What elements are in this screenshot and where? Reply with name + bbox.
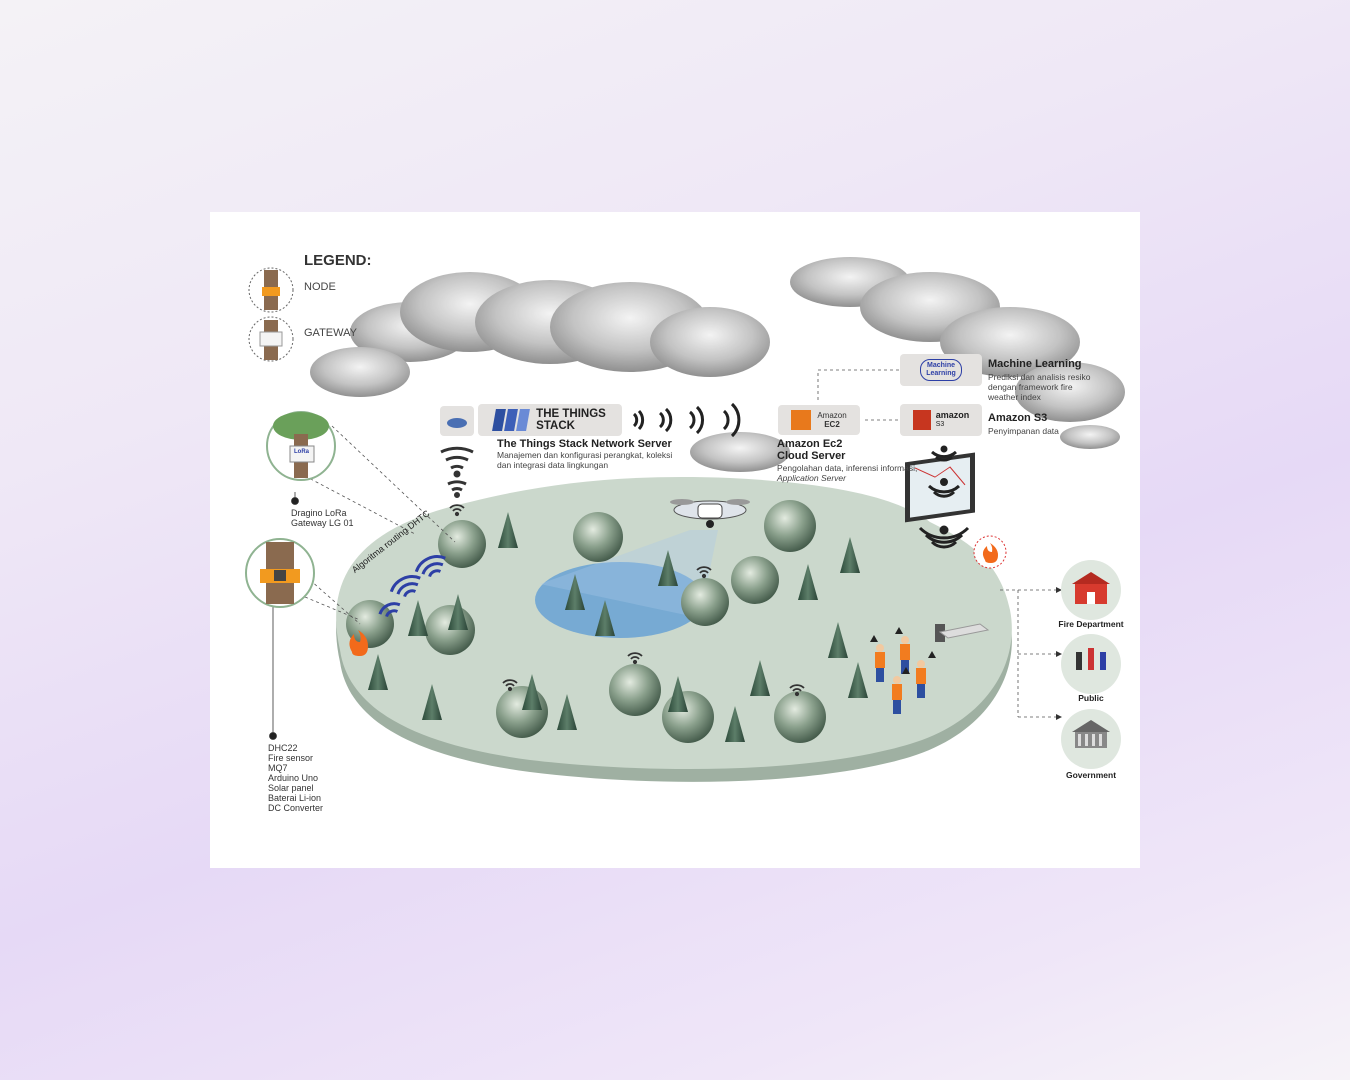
node-components-list: DHC22 Fire sensor MQ7 Arduino Uno Solar …: [268, 743, 323, 813]
workers-icon: [870, 627, 936, 714]
diagram-card: LEGEND: NODE GATEWAY Dragino LoRa Gateway…: [210, 212, 1140, 868]
gateway-uplink-wifi-icon: [440, 446, 474, 498]
gateway-zoom-icon: [266, 411, 336, 481]
diagram-canvas: [245, 257, 1125, 782]
ml-title: Machine Learning: [988, 358, 1082, 370]
ml-desc: Prediksi dan analisis resiko dengan fram…: [988, 372, 1091, 402]
s3-desc: Penyimpanan data: [988, 426, 1059, 436]
node-component: MQ7: [268, 763, 288, 773]
signal-icons: [449, 504, 805, 697]
fire-department-label: Fire Department: [1058, 619, 1124, 629]
connector-lines: [304, 369, 1056, 718]
fire-icon: [349, 630, 368, 656]
ml-brain-icon: Machine Learning: [920, 359, 962, 381]
s3-badge: amazon S3: [900, 404, 982, 436]
government-icon: [1061, 709, 1121, 769]
things-stack-title: The Things Stack Network Server: [497, 438, 672, 450]
things-stack-desc: Manajemen dan konfigurasi perangkat, kol…: [497, 450, 673, 470]
node-component: Arduino Uno: [268, 773, 319, 783]
ec2-badge: Amazon EC2: [778, 405, 860, 435]
s3-icon: [912, 410, 931, 430]
ec2-title: Amazon Ec2 Cloud Server: [777, 438, 846, 462]
public-label: Public: [1078, 693, 1104, 703]
fire-department-icon: [1061, 560, 1121, 620]
node-component: DC Converter: [268, 803, 324, 813]
gateway-badge: LoRa: [294, 449, 309, 455]
gateway-name: Dragino LoRa Gateway LG 01: [291, 508, 354, 528]
public-icon: [1061, 634, 1121, 694]
fire-alert-icon: [973, 535, 1007, 569]
drone-icon: [670, 499, 750, 528]
things-stack-logo: THE THINGS STACK: [478, 404, 622, 436]
router-icon: [440, 406, 474, 436]
ml-badge: Machine Learning: [900, 354, 982, 386]
legend-gateway-icon: [248, 316, 294, 362]
monitor-icon: [905, 452, 990, 642]
ec2-desc: Pengolahan data, inferensi informasi, App…: [777, 463, 918, 483]
things-stack-icon: [492, 409, 531, 431]
trees: [346, 500, 868, 743]
legend-node-label: NODE: [304, 281, 336, 293]
routing-signal-icon: [378, 555, 446, 618]
drone-scan-beam: [540, 530, 718, 618]
s3-title: Amazon S3: [988, 412, 1048, 424]
node-zoom-icon: [245, 538, 315, 608]
callout-lines: [269, 492, 299, 740]
legend-title: LEGEND:: [304, 252, 372, 269]
transmission-wave-icon: [632, 402, 741, 438]
government-label: Government: [1065, 770, 1117, 780]
downlink-wifi-icon: [918, 445, 970, 549]
cloud-left: [310, 272, 790, 472]
legend-node-icon: [248, 267, 294, 313]
node-component: Baterai Li-ion: [268, 793, 322, 803]
node-component: DHC22: [268, 743, 298, 753]
node-component: Solar panel: [268, 783, 314, 793]
ec2-icon: [791, 410, 812, 430]
legend-gateway-label: GATEWAY: [304, 327, 357, 339]
node-component: Fire sensor: [268, 753, 314, 763]
